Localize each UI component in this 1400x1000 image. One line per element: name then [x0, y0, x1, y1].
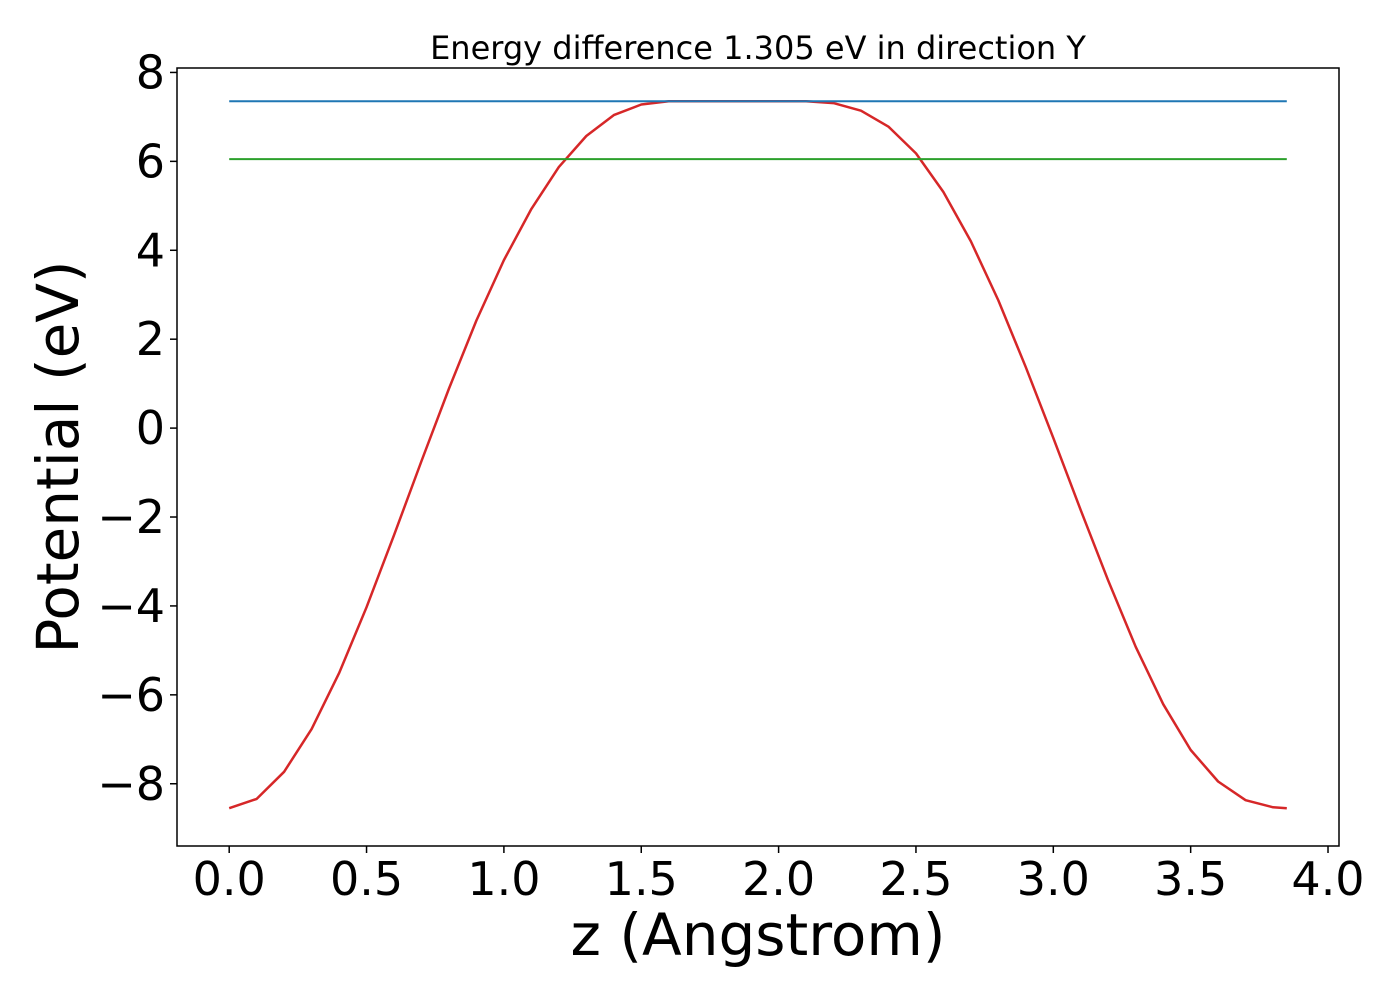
y-axis-label: Potential (eV)	[24, 260, 92, 653]
plot-frame	[176, 67, 1340, 847]
chart-title: Energy difference 1.305 eV in direction …	[430, 29, 1086, 67]
x-axis: 0.0 0.5 1.0 1.5 2.0 2.5 3.0 3.5 4.0	[193, 846, 1365, 906]
x-tick-label: 0.0	[193, 852, 266, 906]
x-tick-label: 1.5	[605, 852, 678, 906]
x-axis-label: z (Angstrom)	[571, 901, 946, 969]
y-tick-label: 6	[136, 134, 165, 188]
x-tick-label: 1.0	[467, 852, 540, 906]
y-tick-label: −2	[97, 490, 165, 544]
x-tick-label: 3.0	[1017, 852, 1090, 906]
y-tick-label: −6	[97, 668, 165, 722]
x-tick-label: 3.5	[1154, 852, 1227, 906]
y-tick-label: −8	[97, 757, 165, 811]
y-tick-label: 2	[136, 312, 165, 366]
x-tick-label: 4.0	[1291, 852, 1364, 906]
y-tick-label: 4	[136, 223, 165, 277]
y-axis: −8 −6 −4 −2 0 2 4 6 8	[97, 45, 177, 811]
y-tick-label: 0	[136, 401, 165, 455]
x-tick-label: 2.0	[742, 852, 815, 906]
plot-lines	[228, 100, 1287, 810]
x-tick-label: 2.5	[879, 852, 952, 906]
y-tick-label: 8	[136, 45, 165, 99]
series-line-0	[228, 100, 1287, 810]
x-tick-label: 0.5	[330, 852, 403, 906]
y-tick-label: −4	[97, 579, 165, 633]
